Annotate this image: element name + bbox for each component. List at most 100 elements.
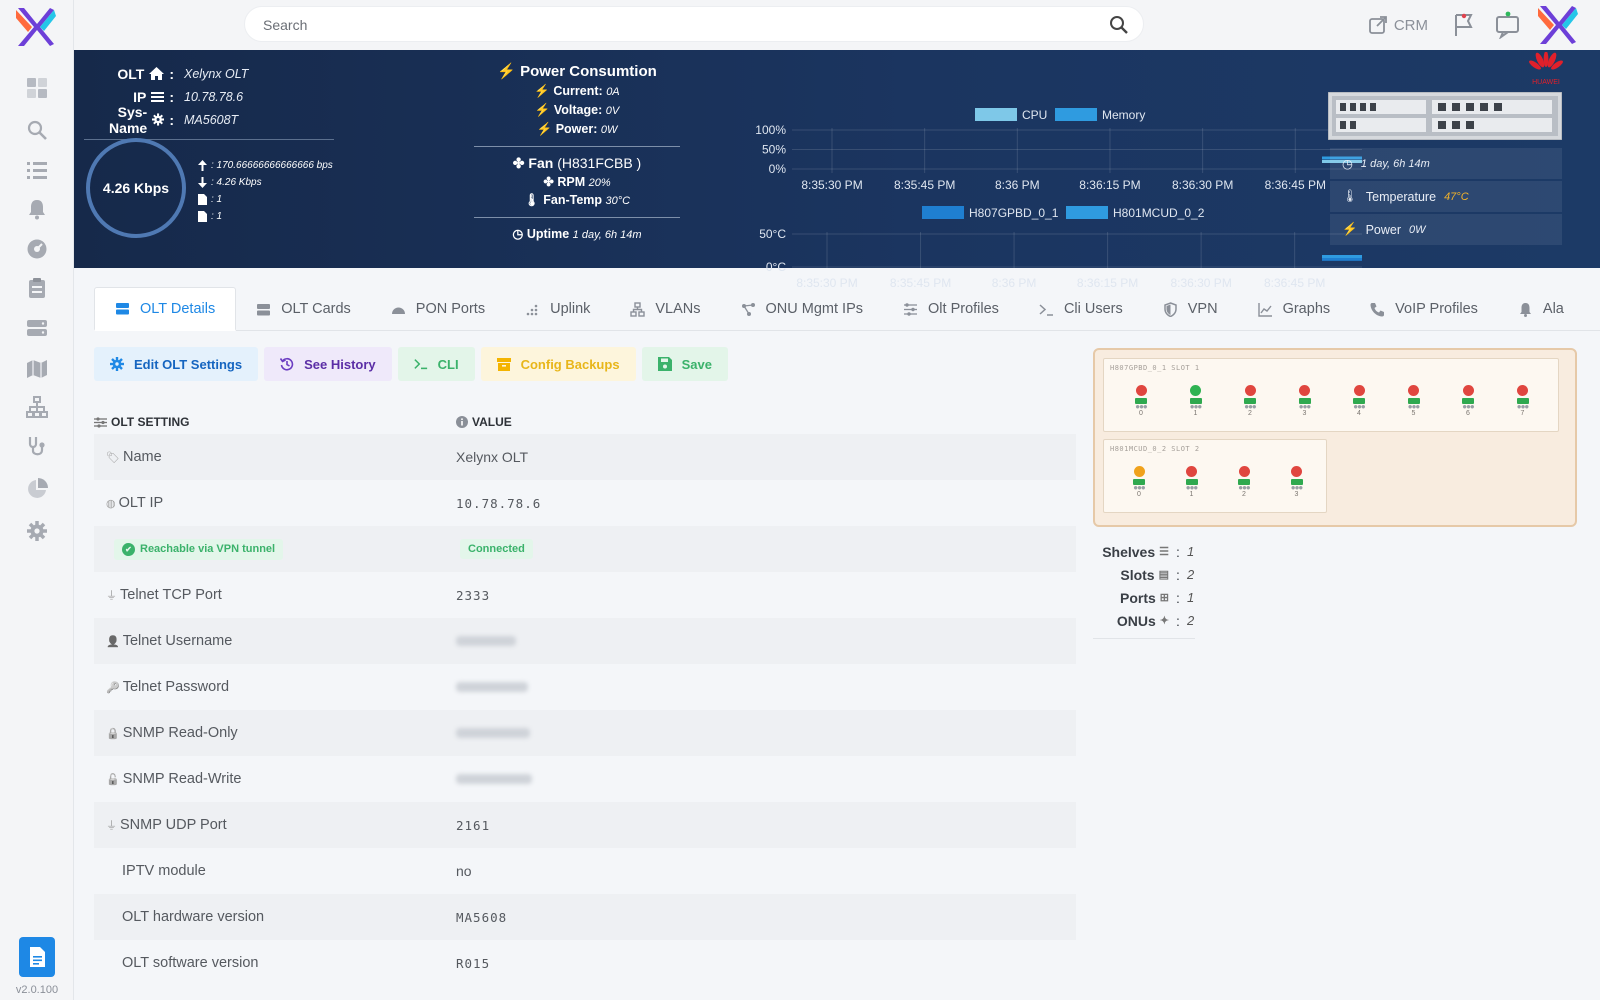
- olt-chassis-image: [1328, 92, 1562, 140]
- pon-port[interactable]: ●●● 0: [1131, 466, 1147, 499]
- y-tick-label: 0°C: [766, 260, 786, 274]
- olt-name: Xelynx OLT: [184, 66, 249, 81]
- tab-ala[interactable]: Ala: [1498, 287, 1584, 331]
- setting-label-cell: ✔ Reachable via VPN tunnel: [94, 538, 456, 560]
- fan-title: Fan: [528, 155, 554, 171]
- tab-label: OLT Cards: [281, 301, 351, 317]
- crm-link[interactable]: CRM: [1368, 15, 1428, 35]
- file-icon: [198, 211, 207, 222]
- tab-vlans[interactable]: VLANs: [610, 287, 720, 331]
- check-circle-icon: ✔: [122, 542, 135, 556]
- pon-port[interactable]: ●●● 2: [1236, 466, 1252, 499]
- table-row: 🏷 Name Xelynx OLT: [94, 434, 1076, 480]
- stethoscope-icon[interactable]: [22, 431, 52, 461]
- save-button[interactable]: Save: [641, 347, 728, 381]
- settings-gear-icon[interactable]: [22, 516, 52, 546]
- pon-port[interactable]: ●●● 4: [1351, 385, 1367, 418]
- file-icon: [198, 194, 207, 205]
- cards-icon: [257, 303, 271, 315]
- port-status-led: [1462, 385, 1474, 396]
- slots-value: 2: [1187, 567, 1195, 582]
- traffic-gauge: 4.26 Kbps: [86, 138, 186, 238]
- setting-value: R015: [456, 956, 491, 971]
- card-slot-1[interactable]: H807GPBD_0_1 SLOT 1 ●●● 0 ●●● 1 ●●● 2 ●●● 3 ●●● 4…: [1103, 358, 1559, 432]
- setting-label: SNMP Read-Write: [122, 771, 242, 787]
- tab-olt-cards[interactable]: OLT Cards: [236, 287, 371, 331]
- network-topology-icon[interactable]: [22, 392, 52, 422]
- home-icon: [149, 67, 165, 80]
- app-logo[interactable]: [14, 6, 56, 48]
- vpn-status-label: Reachable via VPN tunnel: [140, 543, 276, 555]
- voltage-value: 0V: [605, 105, 620, 117]
- legend-label: H801MCUD_0_2: [1113, 206, 1205, 220]
- bell-icon[interactable]: [22, 194, 52, 224]
- tab-pon-ports[interactable]: PON Ports: [371, 287, 505, 331]
- server-icon: ☰: [1159, 546, 1169, 558]
- tab-voip-profiles[interactable]: VoIP Profiles: [1350, 287, 1498, 331]
- setting-label: SNMP UDP Port: [120, 817, 227, 833]
- see-history-button[interactable]: See History: [264, 347, 392, 381]
- tab-label: VLANs: [655, 301, 701, 317]
- documentation-button[interactable]: [19, 937, 55, 977]
- port-link-bar: [1133, 479, 1145, 485]
- clock-icon: ◷: [512, 227, 524, 241]
- dashboard-icon[interactable]: [22, 73, 52, 103]
- pon-port[interactable]: ●●● 3: [1297, 385, 1313, 418]
- pon-port[interactable]: ●●● 7: [1515, 385, 1531, 418]
- ports-label: Ports: [1119, 589, 1156, 606]
- setting-label: Telnet TCP Port: [120, 587, 222, 603]
- tab-olt-details[interactable]: OLT Details: [94, 287, 237, 331]
- card-slot-2[interactable]: H801MCUD_0_2 SLOT 2 ●●● 0 ●●● 1 ●●● 2 ●●● 3: [1103, 439, 1327, 513]
- search-icon[interactable]: [1109, 15, 1129, 35]
- traffic-gauge-value: 4.26 Kbps: [102, 180, 170, 196]
- tab-vpn[interactable]: VPN: [1143, 287, 1238, 331]
- gauge-icon[interactable]: [22, 234, 52, 264]
- port-status-led: [1133, 466, 1145, 477]
- setting-label: Telnet Password: [122, 679, 230, 695]
- pon-port[interactable]: ●●● 6: [1460, 385, 1476, 418]
- pon-port[interactable]: ●●● 1: [1188, 385, 1204, 418]
- bolt-icon: ⚡: [497, 63, 516, 80]
- search-input[interactable]: [263, 15, 1063, 35]
- arrow-down-icon: [198, 177, 207, 188]
- pon-port[interactable]: ●●● 2: [1242, 385, 1258, 418]
- config-backups-button[interactable]: Config Backups: [480, 347, 636, 381]
- action-bar: Edit OLT Settings See History CLI Config…: [94, 347, 728, 381]
- cli-button[interactable]: CLI: [397, 347, 475, 381]
- search-devices-icon[interactable]: [22, 115, 52, 145]
- clipboard-icon[interactable]: [22, 273, 52, 303]
- port-dots: ●●●: [1135, 402, 1148, 411]
- setting-value: 2333: [456, 588, 491, 603]
- setting-label-cell: OLT software version: [94, 955, 456, 971]
- huawei-brand-text: HUAWEI: [1532, 79, 1560, 86]
- tab-onu-mgmt-ips[interactable]: ONU Mgmt IPs: [721, 287, 883, 331]
- phone-icon: [1370, 302, 1385, 316]
- rpm-value: 20%: [588, 177, 611, 189]
- tab-uplink[interactable]: Uplink: [505, 287, 610, 331]
- pon-port[interactable]: ●●● 1: [1184, 466, 1200, 499]
- flag-icon[interactable]: [1450, 11, 1478, 39]
- chat-icon[interactable]: [1494, 11, 1522, 39]
- port-status-led: [1135, 385, 1147, 396]
- upload-rate: : 170.66666666666666 bps: [211, 160, 333, 171]
- pon-port[interactable]: ●●● 3: [1289, 466, 1305, 499]
- setting-value-cell: Xelynx OLT: [456, 449, 528, 465]
- voltage-label: Voltage:: [553, 103, 603, 117]
- map-icon[interactable]: [22, 353, 52, 383]
- pie-chart-icon[interactable]: [22, 474, 52, 504]
- brand-logo[interactable]: [1536, 4, 1578, 46]
- tab-graphs[interactable]: Graphs: [1238, 287, 1351, 331]
- shield-icon: [1164, 301, 1177, 317]
- pon-port[interactable]: ●●● 0: [1133, 385, 1149, 418]
- uptime-value: 1 day, 6h 14m: [572, 229, 642, 241]
- edit-olt-settings-button[interactable]: Edit OLT Settings: [94, 347, 259, 381]
- tab-cli-users[interactable]: Cli Users: [1019, 287, 1143, 331]
- table-row: IPTV module no: [94, 848, 1076, 894]
- port-status-led: [1291, 466, 1302, 477]
- huawei-logo: HUAWEI: [1529, 52, 1563, 86]
- tab-olt-profiles[interactable]: Olt Profiles: [883, 287, 1019, 331]
- legend-label: Memory: [1102, 108, 1145, 122]
- pon-port[interactable]: ●●● 5: [1406, 385, 1422, 418]
- list-icon[interactable]: [22, 155, 52, 185]
- server-icon[interactable]: [22, 313, 52, 343]
